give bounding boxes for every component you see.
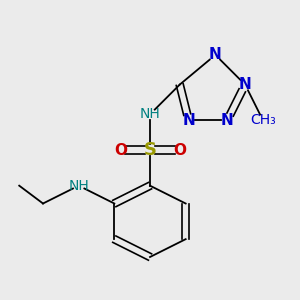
Text: S: S bbox=[143, 141, 157, 159]
Text: O: O bbox=[114, 142, 127, 158]
Text: N: N bbox=[221, 113, 234, 128]
Text: NH: NH bbox=[140, 107, 160, 121]
Text: O: O bbox=[173, 142, 186, 158]
Text: N: N bbox=[239, 77, 251, 92]
Text: NH: NH bbox=[68, 179, 89, 193]
Text: CH₃: CH₃ bbox=[250, 113, 276, 127]
Text: N: N bbox=[209, 47, 222, 62]
Text: N: N bbox=[182, 113, 195, 128]
